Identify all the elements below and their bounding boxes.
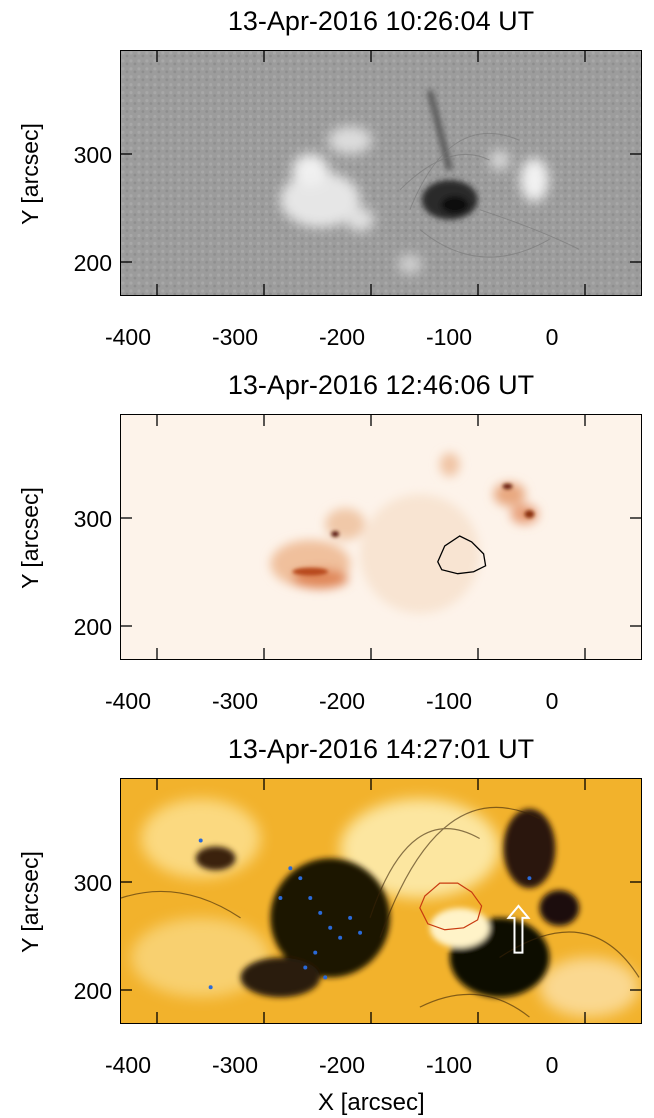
panel3-xtick--100: -100 <box>425 1052 473 1078</box>
panel2-ytick-200: 200 <box>73 614 112 640</box>
panel1-xtick--300: -300 <box>211 324 259 350</box>
panel2-xtick--300: -300 <box>211 688 259 714</box>
panel3-xtick--400: -400 <box>104 1052 152 1078</box>
panel2-xtick--200: -200 <box>318 688 366 714</box>
panel1-xtick--100: -100 <box>425 324 473 350</box>
panel1-ytick-300: 300 <box>73 142 112 168</box>
panel2-ytick-300: 300 <box>73 506 112 532</box>
panel2-ylabel: Y [arcsec] <box>17 487 43 589</box>
panel1-xtick--400: -400 <box>104 324 152 350</box>
panel3-title: 13-Apr-2016 14:27:01 UT <box>227 734 535 764</box>
panel3-image <box>120 778 642 1024</box>
panel2-xtick-0: 0 <box>545 688 559 714</box>
x-axis-label: X [arcsec] <box>318 1089 425 1116</box>
panel1-xtick-0: 0 <box>545 324 559 350</box>
panel3-ytick-300: 300 <box>73 870 112 896</box>
panel3-xtick--300: -300 <box>211 1052 259 1078</box>
panel1-image <box>120 50 642 296</box>
panel2-image <box>120 414 642 660</box>
panel2-xtick--100: -100 <box>425 688 473 714</box>
panel3-ytick-200: 200 <box>73 978 112 1004</box>
panel2-title: 13-Apr-2016 12:46:06 UT <box>227 370 535 400</box>
panel3-xtick--200: -200 <box>318 1052 366 1078</box>
panel1-ytick-200: 200 <box>73 250 112 276</box>
panel1-title: 13-Apr-2016 10:26:04 UT <box>227 6 535 36</box>
panel2-xtick--400: -400 <box>104 688 152 714</box>
panel1-ylabel: Y [arcsec] <box>17 123 43 225</box>
panel1-xtick--200: -200 <box>318 324 366 350</box>
panel3-xtick-0: 0 <box>545 1052 559 1078</box>
panel3-ylabel: Y [arcsec] <box>17 851 43 953</box>
